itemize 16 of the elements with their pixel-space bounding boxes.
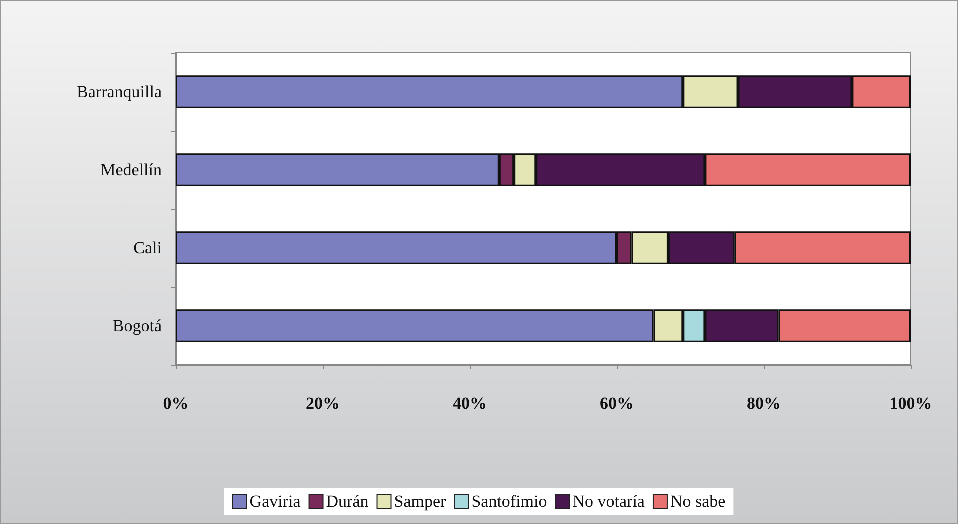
legend-label: Gaviria — [250, 492, 302, 511]
x-tick-label: 80% — [747, 394, 781, 413]
x-tick-label: 60% — [600, 394, 634, 413]
y-tick-label: Barranquilla — [77, 82, 162, 102]
legend-label: Samper — [394, 492, 447, 511]
y-tick-label: Medellín — [100, 160, 162, 180]
x-tick-label: 100% — [890, 394, 932, 413]
legend-label: No sabe — [670, 492, 726, 511]
legend-label: No votaría — [572, 492, 646, 511]
y-tick-label: Bogotá — [112, 316, 162, 336]
x-tick-label: 0% — [163, 394, 189, 413]
x-tick-label: 40% — [453, 394, 487, 413]
y-tick-label: Cali — [134, 238, 162, 258]
legend-label: Durán — [326, 492, 370, 511]
x-tick-label: 20% — [306, 394, 340, 413]
legend-label: Santofimio — [472, 492, 548, 511]
